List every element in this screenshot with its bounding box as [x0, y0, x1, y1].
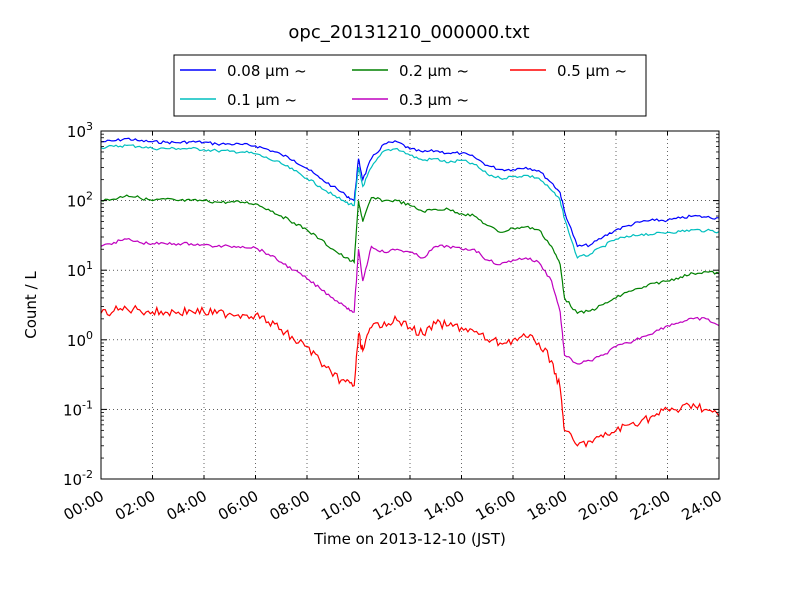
series-line-0 [100, 137, 720, 248]
y-tick-base: 10 [67, 193, 86, 211]
legend-label-4: 0.5 μm ~ [557, 62, 627, 80]
y-tick-label: 102 [67, 190, 93, 211]
legend-label-1: 0.1 μm ~ [227, 91, 297, 109]
y-tick-base: 10 [67, 262, 86, 280]
y-tick-exponent: -2 [82, 468, 93, 481]
legend: 0.08 μm ~ 0.1 μm ~ 0.2 μm ~ 0.3 μm ~ 0.5 μm … [173, 54, 647, 117]
y-tick-label: 10-2 [63, 468, 93, 489]
y-tick-exponent: 1 [86, 259, 93, 272]
legend-label-0: 0.08 μm ~ [227, 62, 307, 80]
y-tick-label: 10-1 [63, 398, 93, 419]
y-tick-base: 10 [63, 471, 82, 489]
y-tick-exponent: 2 [86, 190, 93, 203]
y-tick-base: 10 [63, 401, 82, 419]
y-tick-base: 10 [67, 123, 86, 141]
series-lines [100, 137, 720, 448]
y-tick-label: 100 [67, 329, 93, 350]
y-tick-label: 103 [67, 120, 93, 141]
legend-label-3: 0.3 μm ~ [399, 91, 469, 109]
series-line-3 [100, 237, 720, 365]
series-line-1 [100, 144, 720, 259]
legend-label-2: 0.2 μm ~ [399, 62, 469, 80]
x-axis-label: Time on 2013-12-10 (JST) [313, 530, 506, 548]
series-line-4 [100, 304, 720, 448]
y-tick-exponent: 0 [86, 329, 93, 342]
y-axis-label: Count / L [22, 271, 40, 339]
y-tick-exponent: -1 [82, 398, 93, 411]
y-tick-base: 10 [67, 332, 86, 350]
legend-box [173, 54, 647, 117]
y-tick-label: 101 [67, 259, 93, 280]
y-tick-exponent: 3 [86, 120, 93, 133]
series-line-2 [100, 194, 720, 315]
chart-title: opc_20131210_000000.txt [288, 22, 529, 43]
